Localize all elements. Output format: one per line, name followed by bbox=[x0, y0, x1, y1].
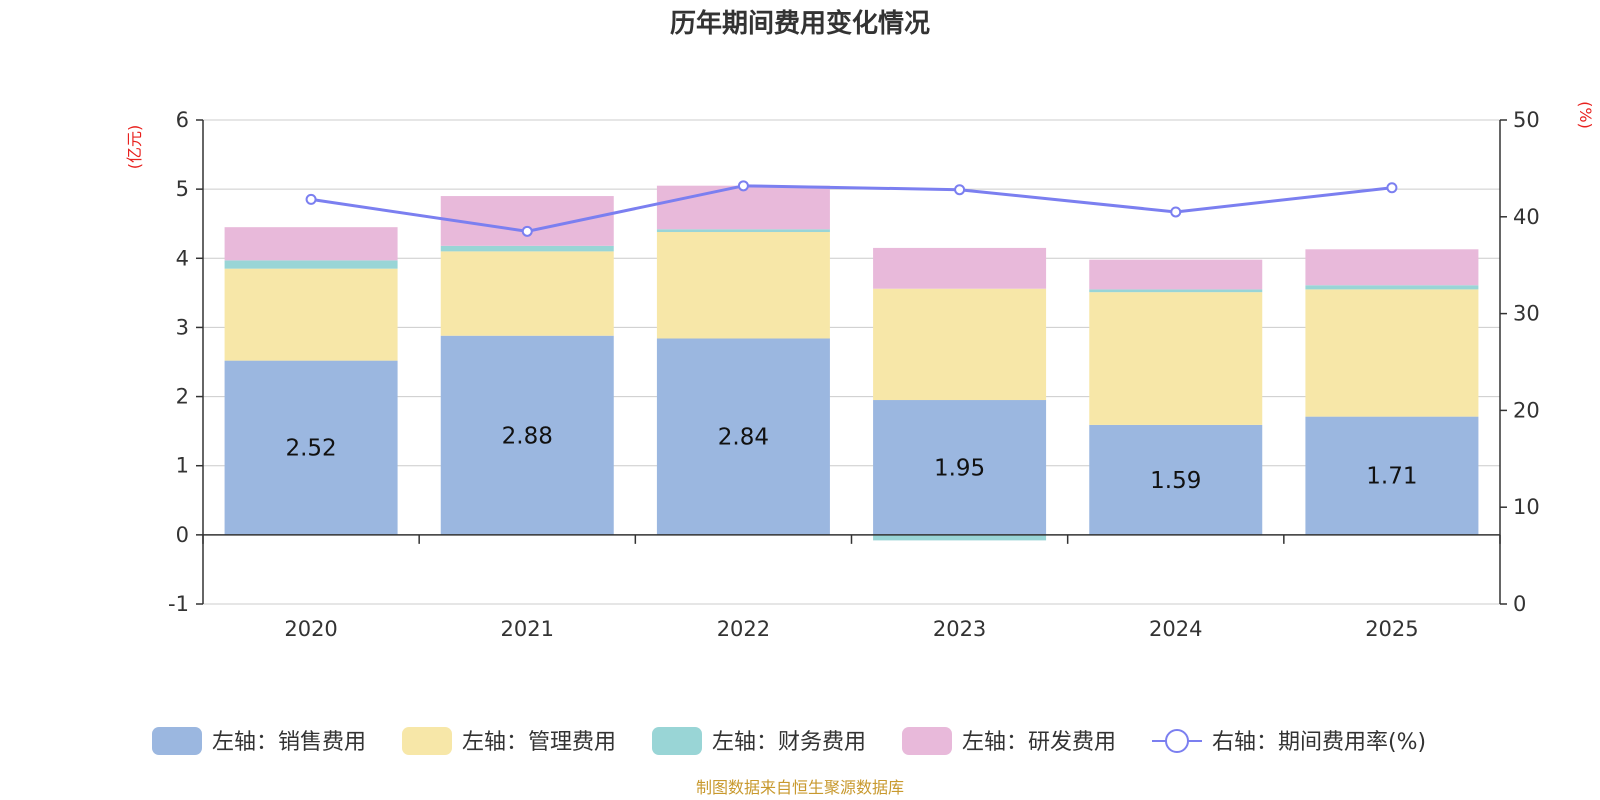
legend-swatch bbox=[152, 727, 202, 755]
data-labels-layer: 2.52 2.88 2.84 1.95 1.59 1.71 bbox=[285, 423, 1417, 494]
rate-point bbox=[521, 225, 533, 237]
bar-data-label: 1.95 bbox=[934, 455, 985, 481]
bar-segment bbox=[224, 260, 398, 269]
right-tick-label: 20 bbox=[1513, 398, 1540, 422]
source-note: 制图数据来自恒生聚源数据库 bbox=[696, 778, 904, 797]
legend[interactable]: 左轴：销售费用 左轴：管理费用 左轴：财务费用 左轴：研发费用 右轴：期间费用率(%) bbox=[152, 727, 1426, 755]
legend-item[interactable]: 右轴：期间费用率(%) bbox=[1152, 729, 1426, 755]
left-axis-unit: (亿元) bbox=[125, 125, 144, 170]
bar-data-label: 1.59 bbox=[1150, 468, 1201, 494]
bars-layer bbox=[224, 185, 1479, 541]
legend-item[interactable]: 左轴：研发费用 bbox=[902, 727, 1116, 755]
bar-segment bbox=[1305, 289, 1479, 417]
legend-item[interactable]: 左轴：管理费用 bbox=[402, 727, 616, 755]
left-tick-label: 1 bbox=[176, 454, 189, 478]
bar-segment bbox=[224, 360, 398, 535]
rate-point bbox=[1170, 206, 1182, 218]
bar-segment bbox=[656, 232, 830, 339]
bar-segment bbox=[1089, 292, 1263, 425]
x-tick-label: 2021 bbox=[501, 617, 554, 641]
bar-segment bbox=[440, 196, 614, 246]
legend-label: 左轴：财务费用 bbox=[712, 730, 866, 755]
right-tick-label: 10 bbox=[1513, 495, 1540, 519]
bar-data-label: 2.84 bbox=[718, 425, 769, 451]
bar-data-label: 2.52 bbox=[285, 436, 336, 462]
left-tick-label: 2 bbox=[176, 385, 189, 409]
legend-swatch bbox=[652, 727, 702, 755]
rate-point bbox=[954, 184, 966, 196]
left-tick-label: 5 bbox=[176, 177, 189, 201]
bar-segment bbox=[873, 400, 1047, 535]
bar-segment bbox=[656, 185, 830, 230]
right-tick-label: 0 bbox=[1513, 592, 1526, 616]
axes-layer: -1 0 1 2 3 4 5 6 0 10 20 30 40 50 (亿元) (%) 2020 2021 2022 2… bbox=[125, 101, 1595, 641]
right-tick-label: 40 bbox=[1513, 205, 1540, 229]
legend-swatch bbox=[902, 727, 952, 755]
x-tick-label: 2023 bbox=[933, 617, 986, 641]
bar-segment bbox=[656, 338, 830, 535]
bar-segment bbox=[1305, 249, 1479, 286]
bar-segment bbox=[224, 268, 398, 361]
left-tick-label: 0 bbox=[176, 523, 189, 547]
bar-segment bbox=[440, 335, 614, 535]
chart-title: 历年期间费用变化情况 bbox=[670, 8, 930, 39]
bar-segment bbox=[1089, 289, 1263, 293]
bar-segment bbox=[1089, 259, 1263, 290]
x-tick-label: 2024 bbox=[1149, 617, 1202, 641]
line-layer bbox=[305, 180, 1398, 237]
legend-swatch bbox=[402, 727, 452, 755]
bar-segment bbox=[873, 247, 1047, 289]
bar-segment bbox=[440, 245, 614, 252]
bar-segment bbox=[1305, 285, 1479, 290]
rate-line bbox=[310, 184, 1393, 233]
legend-label: 左轴：销售费用 bbox=[212, 730, 366, 755]
bar-segment bbox=[656, 229, 830, 233]
bar-segment bbox=[1305, 416, 1479, 535]
bar-segment bbox=[873, 288, 1047, 401]
bar-segment bbox=[873, 534, 1047, 541]
x-tick-label: 2022 bbox=[717, 617, 770, 641]
x-tick-label: 2020 bbox=[284, 617, 337, 641]
rate-point bbox=[1386, 182, 1398, 194]
bar-data-label: 2.88 bbox=[502, 423, 553, 449]
left-tick-label: 6 bbox=[176, 108, 189, 132]
left-tick-label: 3 bbox=[176, 315, 189, 339]
left-tick-label: 4 bbox=[176, 246, 189, 270]
bar-segment bbox=[224, 227, 398, 261]
x-tick-label: 2025 bbox=[1365, 617, 1418, 641]
legend-label: 右轴：期间费用率(%) bbox=[1212, 730, 1426, 755]
bar-data-label: 1.71 bbox=[1366, 464, 1417, 490]
legend-label: 左轴：研发费用 bbox=[962, 730, 1116, 755]
legend-label: 左轴：管理费用 bbox=[462, 730, 616, 755]
rate-point bbox=[737, 180, 749, 192]
legend-item[interactable]: 左轴：销售费用 bbox=[152, 727, 366, 755]
legend-item[interactable]: 左轴：财务费用 bbox=[652, 727, 866, 755]
bar-segment bbox=[440, 251, 614, 336]
right-axis-unit: (%) bbox=[1576, 101, 1595, 129]
right-tick-label: 30 bbox=[1513, 302, 1540, 326]
left-tick-label: -1 bbox=[168, 592, 189, 616]
bar-segment bbox=[1089, 424, 1263, 535]
right-tick-label: 50 bbox=[1513, 108, 1540, 132]
legend-marker bbox=[1165, 729, 1189, 753]
rate-point bbox=[305, 193, 317, 205]
